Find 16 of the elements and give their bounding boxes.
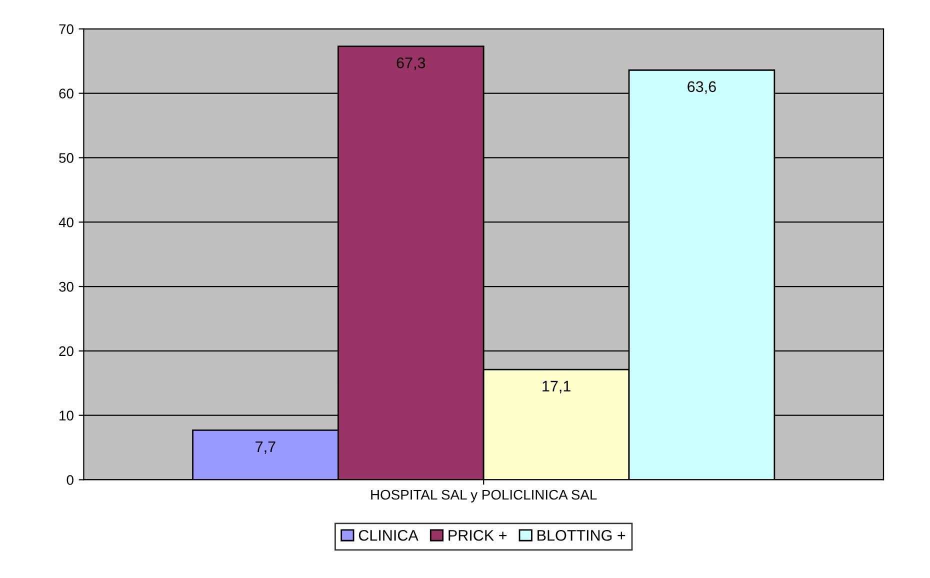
y-tick-label: 0	[66, 475, 74, 485]
y-tick-label: 20	[59, 346, 74, 356]
x-tick-label: HOSPITAL SAL y POLICLINICA SAL	[371, 490, 597, 502]
y-tick-label: 10	[60, 410, 74, 421]
data-label: 67,3	[396, 57, 426, 70]
y-tick-label: 40	[58, 217, 74, 228]
data-label: 7,7	[256, 441, 276, 454]
data-label: 17,1	[542, 380, 570, 394]
y-tick-label: 60	[59, 88, 74, 98]
legend-label: PRICK +	[448, 530, 507, 541]
y-tick-label: 30	[59, 282, 74, 292]
y-tick-label: 50	[59, 153, 74, 163]
y-tick-label: 70	[59, 24, 74, 34]
legend-label: BLOTTING +	[538, 530, 626, 541]
data-label: 63,6	[688, 81, 716, 94]
legend-label: CLINICA	[358, 530, 418, 541]
